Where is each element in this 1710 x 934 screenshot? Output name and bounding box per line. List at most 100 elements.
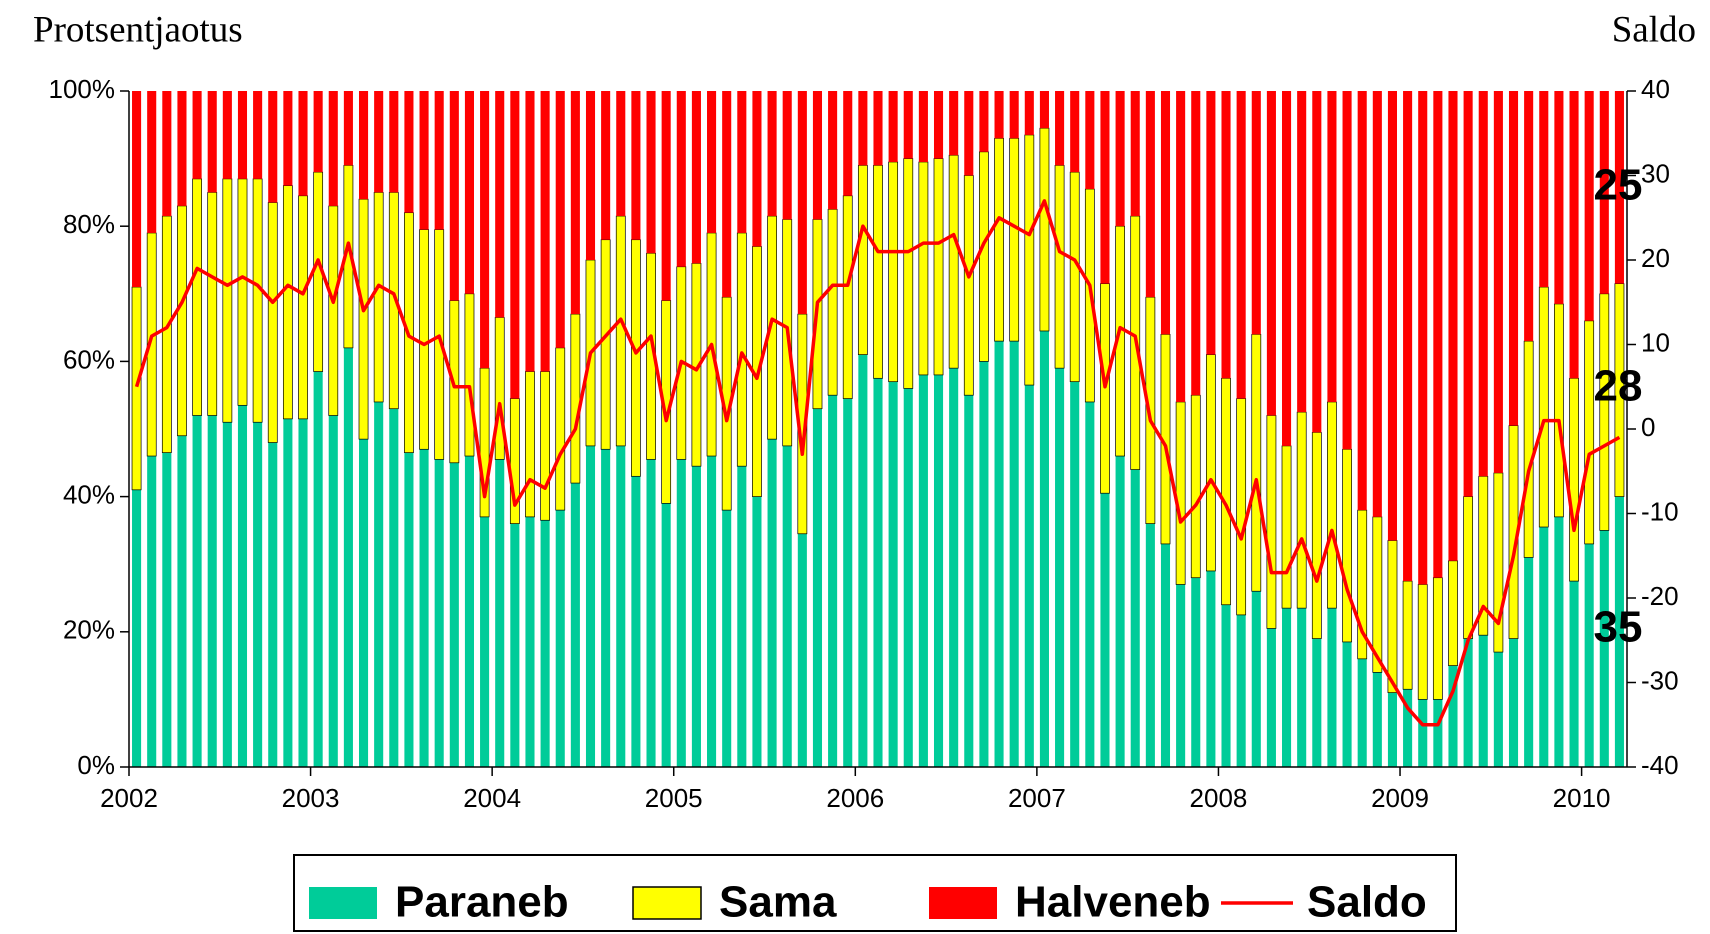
bar-segment — [1024, 134, 1035, 386]
bar-segment — [1524, 91, 1534, 342]
bar-segment — [1312, 638, 1322, 767]
bar-segment — [1524, 557, 1534, 767]
bar-segment — [1523, 340, 1534, 558]
bar-segment — [177, 91, 187, 206]
bar-segment — [812, 91, 823, 220]
bar-segment — [1266, 628, 1276, 767]
bar-segment — [903, 91, 913, 159]
bar-segment — [1236, 91, 1246, 399]
bar-segment — [1160, 91, 1171, 335]
bar-segment — [207, 415, 217, 767]
bar-segment — [132, 489, 142, 767]
bar-segment — [419, 91, 429, 230]
bar-segment — [1009, 137, 1020, 342]
x-tick-label: 2007 — [1008, 783, 1066, 813]
bar-segment — [283, 418, 293, 767]
bar-segment — [949, 368, 959, 767]
bar-segment — [1584, 320, 1595, 545]
bar-segment — [495, 459, 505, 767]
bar-segment — [979, 151, 989, 362]
bar-segment — [858, 354, 868, 767]
bar-segment — [1191, 577, 1201, 767]
x-tick-label: 2010 — [1553, 783, 1611, 813]
bar-segment — [903, 388, 913, 767]
bar-segment — [963, 175, 974, 396]
bar-segment — [873, 165, 883, 379]
bar-segment — [147, 91, 157, 233]
bar-segment — [1357, 658, 1367, 767]
y2-tick-label: -10 — [1641, 496, 1679, 526]
bar-segment — [1327, 608, 1337, 767]
bar-segment — [1403, 91, 1413, 582]
bar-segment — [328, 415, 338, 767]
bar-segment — [358, 91, 369, 200]
bar-segment — [1432, 577, 1443, 700]
bar-segment — [1463, 638, 1473, 767]
bar-segment — [253, 91, 263, 179]
bar-segment — [676, 91, 686, 267]
saldo-line — [134, 199, 1621, 727]
bar-segment — [161, 215, 172, 454]
bar-segment — [828, 91, 838, 210]
bar-segment — [131, 286, 142, 491]
x-tick-label: 2002 — [100, 783, 158, 813]
y2-tick-label: 10 — [1641, 327, 1670, 357]
bar-segment — [873, 91, 883, 166]
bar-segment — [207, 192, 218, 416]
bar-segment — [1085, 91, 1095, 190]
bar-segment — [510, 91, 520, 399]
bar-segment — [979, 361, 989, 767]
y2-tick-label: -30 — [1641, 665, 1679, 695]
bar-segment — [464, 456, 474, 767]
bar-segment — [1539, 91, 1549, 288]
bar-segment — [495, 91, 505, 318]
bar-segment — [1614, 496, 1624, 767]
bar-segment — [192, 178, 202, 416]
bar-segment — [1584, 543, 1594, 767]
bar-segment — [948, 154, 959, 369]
bar-segment — [1069, 171, 1080, 383]
bar-segment — [1070, 91, 1080, 173]
bar-segment — [843, 91, 853, 196]
bar-segment — [1221, 91, 1231, 379]
bar-segment — [827, 208, 838, 396]
bar-segment — [192, 91, 202, 179]
bar-segment — [570, 91, 580, 315]
bar-segment — [358, 439, 369, 767]
bar-segment — [1493, 652, 1503, 767]
bar-segment — [1372, 672, 1382, 767]
legend-label: Saldo — [1307, 878, 1427, 927]
bar-segment — [691, 91, 701, 264]
bar-segment — [1054, 165, 1065, 369]
bar-segment — [1221, 377, 1231, 606]
bar-segment — [1296, 411, 1307, 609]
bar-segment — [1357, 91, 1367, 511]
bar-segment — [631, 239, 641, 477]
bar-segment — [237, 91, 248, 179]
bar-segment — [737, 91, 747, 233]
y2-axis-label: Saldo — [1612, 9, 1696, 50]
bar-segment — [1478, 91, 1488, 477]
bar-segment — [1145, 91, 1155, 298]
bar-segment — [646, 459, 656, 767]
y2-tick-label: 20 — [1641, 243, 1670, 273]
bar-segment — [267, 202, 278, 443]
bar-segment — [449, 91, 459, 301]
annotation: 25 — [1594, 161, 1643, 210]
y-tick-label: 100% — [49, 74, 116, 104]
bar-segment — [933, 158, 944, 376]
bar-segment — [1100, 91, 1110, 284]
legend-label: Halveneb — [1015, 878, 1211, 927]
bar-segment — [268, 442, 278, 767]
y-tick-label: 40% — [63, 479, 115, 509]
bar-segment — [1115, 91, 1125, 227]
bar-segment — [132, 91, 142, 288]
bar-segment — [237, 405, 248, 767]
y2-tick-label: -20 — [1641, 581, 1679, 611]
bar-segment — [480, 516, 490, 767]
bar-segment — [1342, 641, 1352, 767]
bar-segment — [1251, 591, 1261, 767]
bar-segment — [268, 91, 278, 203]
